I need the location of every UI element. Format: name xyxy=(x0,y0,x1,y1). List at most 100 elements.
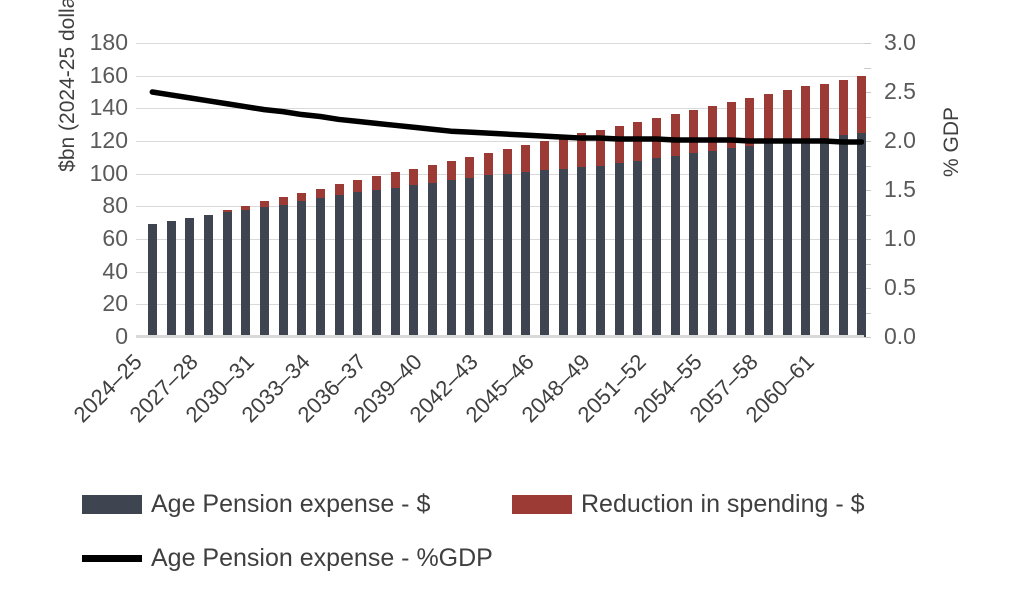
bar-segment-reduction-in-spending xyxy=(278,197,288,205)
bar-segment-reduction-in-spending xyxy=(782,89,792,141)
bar-segment-age-pension-expense xyxy=(689,153,699,337)
bar-segment-reduction-in-spending xyxy=(334,184,344,195)
bar-column xyxy=(185,43,195,337)
bar-segment-age-pension-expense xyxy=(241,209,251,337)
bar-segment-reduction-in-spending xyxy=(838,79,848,136)
y-axis-left-tick-label: 100 xyxy=(89,159,128,186)
bar-column xyxy=(707,43,717,337)
bar-segment-reduction-in-spending xyxy=(651,118,661,159)
bar-segment-age-pension-expense xyxy=(707,150,717,337)
bar-column xyxy=(726,43,736,337)
legend-item-reduction-in-spending-dollars: Reduction in spending - $ xyxy=(512,490,865,519)
y-axis-right-tickmark xyxy=(864,67,871,69)
bar-segment-age-pension-expense xyxy=(577,167,587,337)
bar-column xyxy=(409,43,419,337)
y-axis-right-tickmark xyxy=(864,92,871,93)
bar-segment-reduction-in-spending xyxy=(614,125,624,164)
bar-segment-reduction-in-spending xyxy=(483,153,493,176)
bar-segment-age-pension-expense xyxy=(297,201,307,337)
bar-column xyxy=(166,43,176,337)
bar-column xyxy=(745,43,755,337)
bar-segment-age-pension-expense xyxy=(558,168,568,337)
y-axis-left-tick-label: 60 xyxy=(102,225,128,251)
bar-segment-age-pension-expense xyxy=(801,139,811,337)
bar-column xyxy=(670,43,680,337)
y-axis-right-tickmark xyxy=(864,239,871,240)
bar-column xyxy=(390,43,400,337)
bar-segment-reduction-in-spending xyxy=(707,105,717,151)
y-axis-left-tick-label: 40 xyxy=(102,257,128,284)
bar-segment-reduction-in-spending xyxy=(633,122,643,161)
gridline xyxy=(136,304,864,306)
bar-segment-age-pension-expense xyxy=(446,180,456,337)
bar-column xyxy=(465,43,475,337)
bar-column xyxy=(371,43,381,337)
bar-segment-age-pension-expense xyxy=(315,198,325,337)
legend-swatch-box xyxy=(512,495,572,514)
y-axis-left-tick-label: 0 xyxy=(115,323,128,349)
y-axis-left-tick-label: 180 xyxy=(89,29,128,55)
bar-segment-age-pension-expense xyxy=(745,145,755,337)
bar-column xyxy=(446,43,456,337)
bar-segment-age-pension-expense xyxy=(521,172,531,337)
bar-segment-reduction-in-spending xyxy=(409,168,419,186)
bar-segment-reduction-in-spending xyxy=(502,149,512,174)
bar-column xyxy=(558,43,568,337)
plot-area xyxy=(136,43,867,338)
y-axis-left-tick-label: 120 xyxy=(89,127,128,153)
bar-segment-reduction-in-spending xyxy=(353,180,363,193)
bar-column xyxy=(801,43,811,337)
bar-column xyxy=(241,43,251,337)
bar-column xyxy=(633,43,643,337)
bar-column xyxy=(278,43,288,337)
y-axis-right-tick-label: 2.0 xyxy=(884,127,916,153)
y-axis-right-tickmark xyxy=(864,337,871,338)
bar-segment-reduction-in-spending xyxy=(222,209,232,213)
bar-column xyxy=(222,43,232,337)
chart-legend: Age Pension expense - $ Reduction in spe… xyxy=(82,486,962,576)
bar-segment-reduction-in-spending xyxy=(595,129,605,166)
bar-segment-reduction-in-spending xyxy=(670,114,680,156)
y-axis-right-tickmark xyxy=(864,263,871,265)
bar-segment-reduction-in-spending xyxy=(539,141,549,171)
bar-segment-reduction-in-spending xyxy=(745,97,755,146)
bar-segment-reduction-in-spending xyxy=(371,176,381,190)
bar-segment-age-pension-expense xyxy=(539,170,549,337)
legend-swatch-line xyxy=(82,555,142,562)
y-axis-left-tick-label: 80 xyxy=(102,192,128,219)
bar-column xyxy=(539,43,549,337)
y-axis-right-tickmark xyxy=(864,116,871,118)
bar-column xyxy=(315,43,325,337)
bar-segment-age-pension-expense xyxy=(147,224,157,337)
legend-item-age-pension-expense-dollars: Age Pension expense - $ xyxy=(82,490,430,519)
bar-segment-age-pension-expense xyxy=(670,155,680,337)
gridline xyxy=(136,206,864,208)
gridline xyxy=(136,239,864,240)
gridline xyxy=(136,173,864,175)
legend-swatch-box xyxy=(82,495,142,514)
bar-segment-age-pension-expense xyxy=(278,204,288,337)
bar-segment-reduction-in-spending xyxy=(390,172,400,188)
bar-segment-age-pension-expense xyxy=(614,163,624,337)
bar-segment-age-pension-expense xyxy=(371,190,381,337)
bar-segment-age-pension-expense xyxy=(409,185,419,337)
legend-label: Reduction in spending - $ xyxy=(581,490,865,518)
gridline xyxy=(136,337,864,338)
bar-segment-age-pension-expense xyxy=(726,148,736,337)
y-axis-left-tick-label: 20 xyxy=(102,290,128,317)
bar-column xyxy=(502,43,512,337)
bar-segment-age-pension-expense xyxy=(465,177,475,337)
bar-segment-age-pension-expense xyxy=(390,187,400,337)
bar-segment-age-pension-expense xyxy=(483,175,493,337)
y-axis-right-tickmark xyxy=(864,312,871,314)
bar-column xyxy=(147,43,157,337)
y-axis-right-tick-label: 3.0 xyxy=(884,29,916,55)
bar-segment-reduction-in-spending xyxy=(726,101,736,149)
bar-segment-age-pension-expense xyxy=(595,165,605,337)
bar-column xyxy=(763,43,773,337)
bar-segment-age-pension-expense xyxy=(334,194,344,337)
bar-column xyxy=(819,43,829,337)
bar-segment-age-pension-expense xyxy=(782,141,792,337)
bar-segment-reduction-in-spending xyxy=(465,157,475,178)
legend-item-age-pension-expense-gdp: Age Pension expense - %GDP xyxy=(82,544,493,573)
